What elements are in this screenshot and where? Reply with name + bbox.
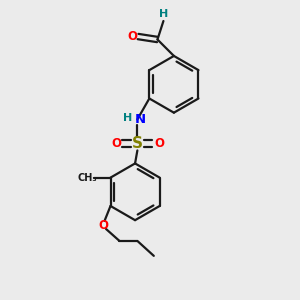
- Text: N: N: [135, 113, 146, 126]
- Text: O: O: [111, 137, 121, 150]
- Text: S: S: [132, 136, 143, 152]
- Text: H: H: [159, 9, 168, 20]
- Text: O: O: [127, 30, 137, 43]
- Text: O: O: [154, 137, 164, 150]
- Text: CH₃: CH₃: [78, 172, 97, 183]
- Text: O: O: [98, 219, 108, 232]
- Text: H: H: [123, 113, 132, 123]
